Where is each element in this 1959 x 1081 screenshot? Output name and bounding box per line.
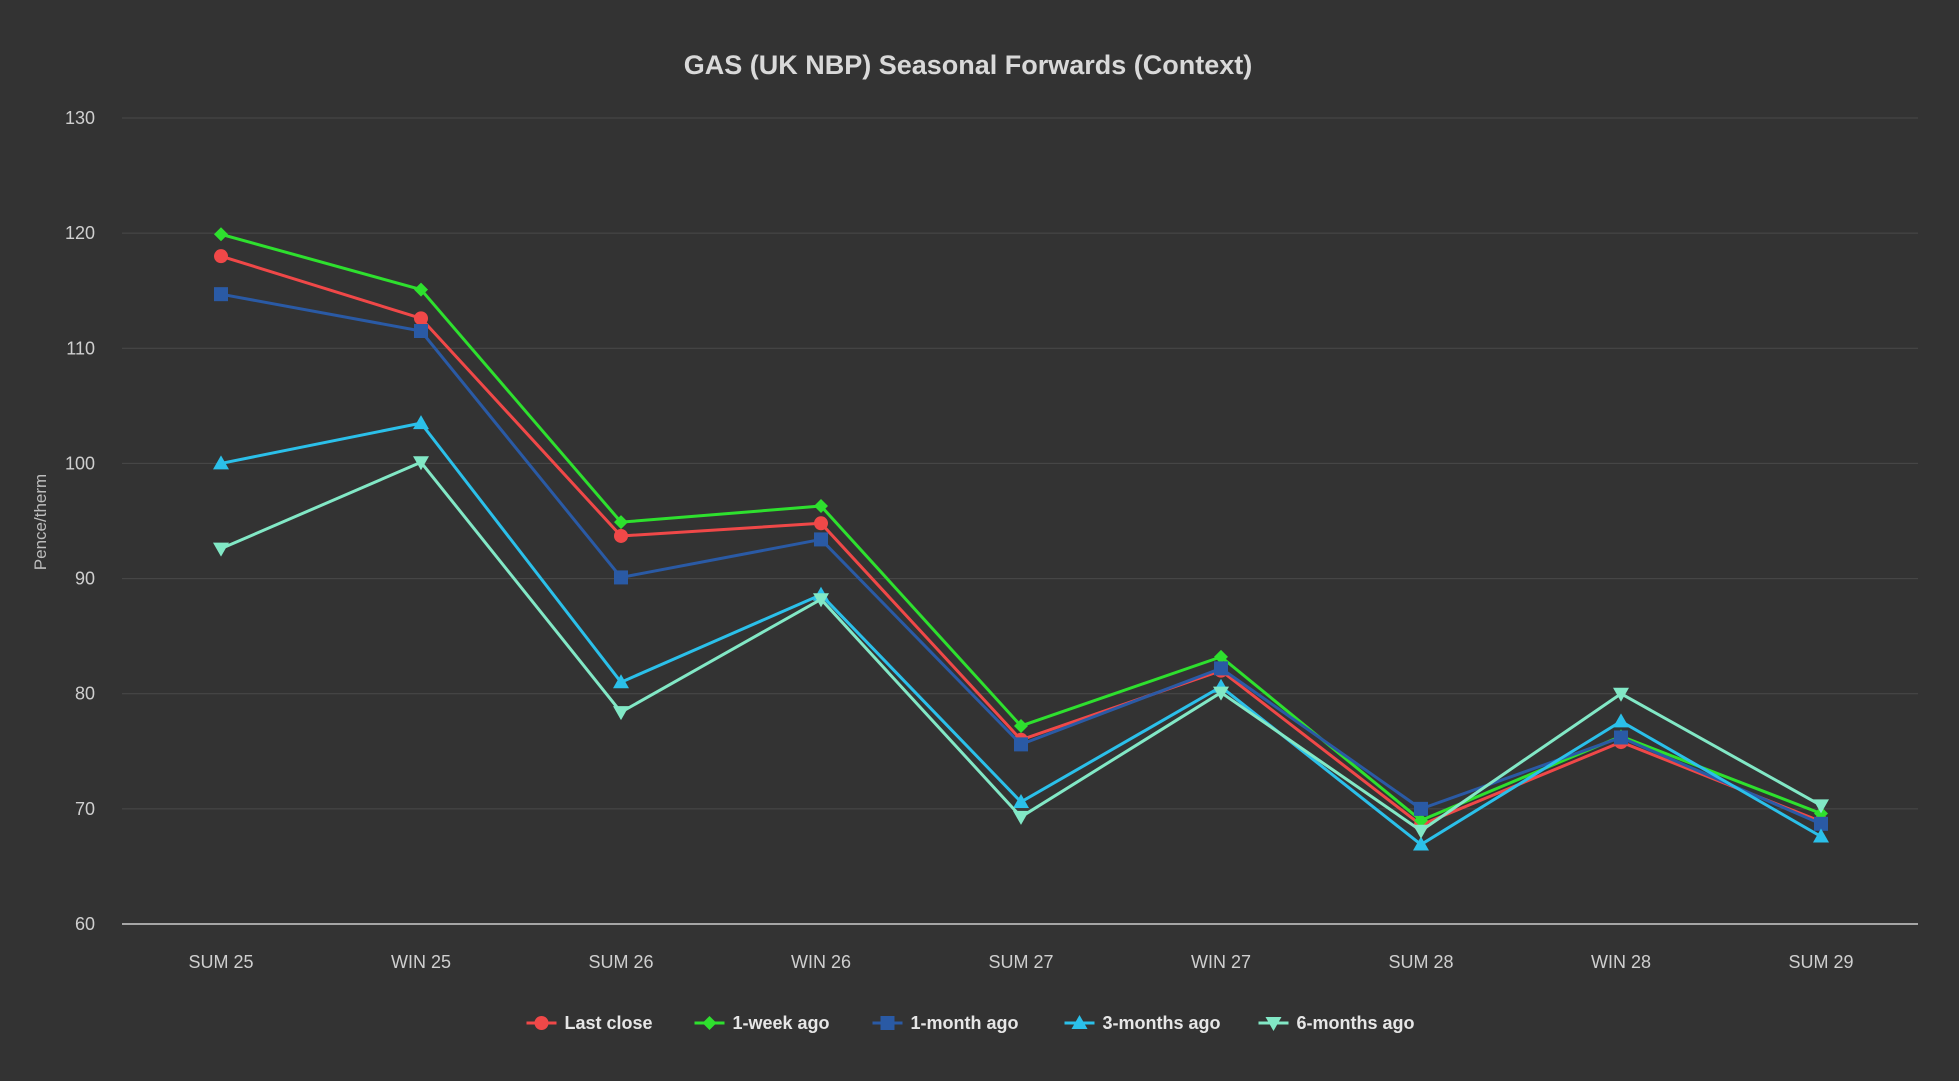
legend-item[interactable]: 6-months ago (1258, 1013, 1415, 1033)
data-point[interactable] (214, 287, 228, 302)
legend-marker[interactable] (1265, 1017, 1282, 1031)
data-point[interactable] (1214, 661, 1228, 676)
x-tick-label: SUM 29 (1788, 952, 1853, 972)
series-4 (213, 456, 1829, 839)
x-tick-label: WIN 27 (1191, 952, 1251, 972)
data-point[interactable] (1013, 810, 1029, 825)
legend[interactable]: Last close 1-week ago 1-month ago 3-months … (526, 1013, 1415, 1033)
grid-lines (122, 117, 1918, 810)
axes: 60 70 80 90 100 110 120 130 SUM 25 WIN 25 SUM 26 WI… (65, 108, 1918, 972)
data-point[interactable] (613, 674, 629, 689)
chart-title: GAS (UK NBP) Seasonal Forwards (Context) (684, 50, 1253, 80)
y-tick-label: 70 (75, 799, 95, 819)
series-group (213, 227, 1829, 851)
data-point[interactable] (814, 499, 828, 514)
y-tick-label: 80 (75, 684, 95, 704)
data-point[interactable] (1414, 801, 1428, 816)
data-point[interactable] (614, 528, 628, 543)
legend-marker[interactable] (534, 1016, 549, 1030)
y-tick-label: 110 (66, 338, 95, 358)
legend-label: 1-week ago (733, 1013, 830, 1033)
legend-marker[interactable] (880, 1016, 895, 1030)
data-point[interactable] (1213, 686, 1229, 701)
data-point[interactable] (1613, 713, 1629, 728)
x-tick-label: WIN 28 (1591, 952, 1651, 972)
legend-marker[interactable] (702, 1016, 717, 1030)
legend-marker[interactable] (1071, 1015, 1088, 1029)
data-point[interactable] (214, 227, 228, 242)
data-point[interactable] (813, 593, 829, 608)
legend-item[interactable]: 1-week ago (694, 1013, 830, 1033)
data-point[interactable] (213, 455, 229, 470)
data-point[interactable] (1014, 737, 1028, 752)
data-point[interactable] (1613, 687, 1629, 702)
data-point[interactable] (413, 456, 429, 471)
x-tick-label: WIN 25 (391, 952, 451, 972)
data-point[interactable] (1413, 824, 1429, 839)
data-point[interactable] (1013, 793, 1029, 808)
data-point[interactable] (614, 570, 628, 585)
data-point[interactable] (1014, 718, 1028, 733)
x-tick-label: SUM 26 (588, 952, 653, 972)
legend-label: 1-month ago (911, 1013, 1019, 1033)
data-point[interactable] (413, 415, 429, 430)
data-point[interactable] (1813, 828, 1829, 843)
data-point[interactable] (1413, 836, 1429, 851)
y-tick-label: 100 (65, 453, 95, 473)
legend-label: Last close (565, 1013, 653, 1033)
y-tick-label: 90 (75, 569, 95, 589)
legend-item[interactable]: 3-months ago (1064, 1013, 1221, 1033)
series-3 (213, 415, 1829, 851)
legend-item[interactable]: 1-month ago (872, 1013, 1019, 1033)
x-tick-label: SUM 28 (1388, 952, 1453, 972)
data-point[interactable] (614, 515, 628, 530)
data-point[interactable] (814, 532, 828, 547)
series-line[interactable] (220, 460, 1822, 833)
legend-label: 3-months ago (1103, 1013, 1221, 1033)
data-point[interactable] (814, 516, 828, 531)
x-tick-label: SUM 25 (188, 952, 253, 972)
data-point[interactable] (1813, 799, 1829, 814)
data-point[interactable] (414, 311, 428, 326)
y-axis-title: Pence/therm (31, 474, 50, 570)
data-point[interactable] (213, 542, 229, 557)
data-point[interactable] (414, 324, 428, 339)
data-point[interactable] (613, 706, 629, 721)
data-point[interactable] (1614, 730, 1628, 745)
x-tick-label: WIN 26 (791, 952, 851, 972)
legend-item[interactable]: Last close (526, 1013, 653, 1033)
data-point[interactable] (1214, 649, 1228, 664)
data-point[interactable] (214, 249, 228, 264)
series-line[interactable] (220, 421, 1822, 847)
data-point[interactable] (414, 282, 428, 297)
series-2 (214, 287, 1828, 831)
legend-label: 6-months ago (1297, 1013, 1415, 1033)
y-tick-label: 120 (65, 223, 95, 243)
y-tick-label: 130 (65, 108, 95, 128)
x-tick-label: SUM 27 (988, 952, 1053, 972)
y-tick-label: 60 (75, 914, 95, 934)
data-point[interactable] (1814, 816, 1828, 831)
data-point[interactable] (1414, 813, 1428, 828)
